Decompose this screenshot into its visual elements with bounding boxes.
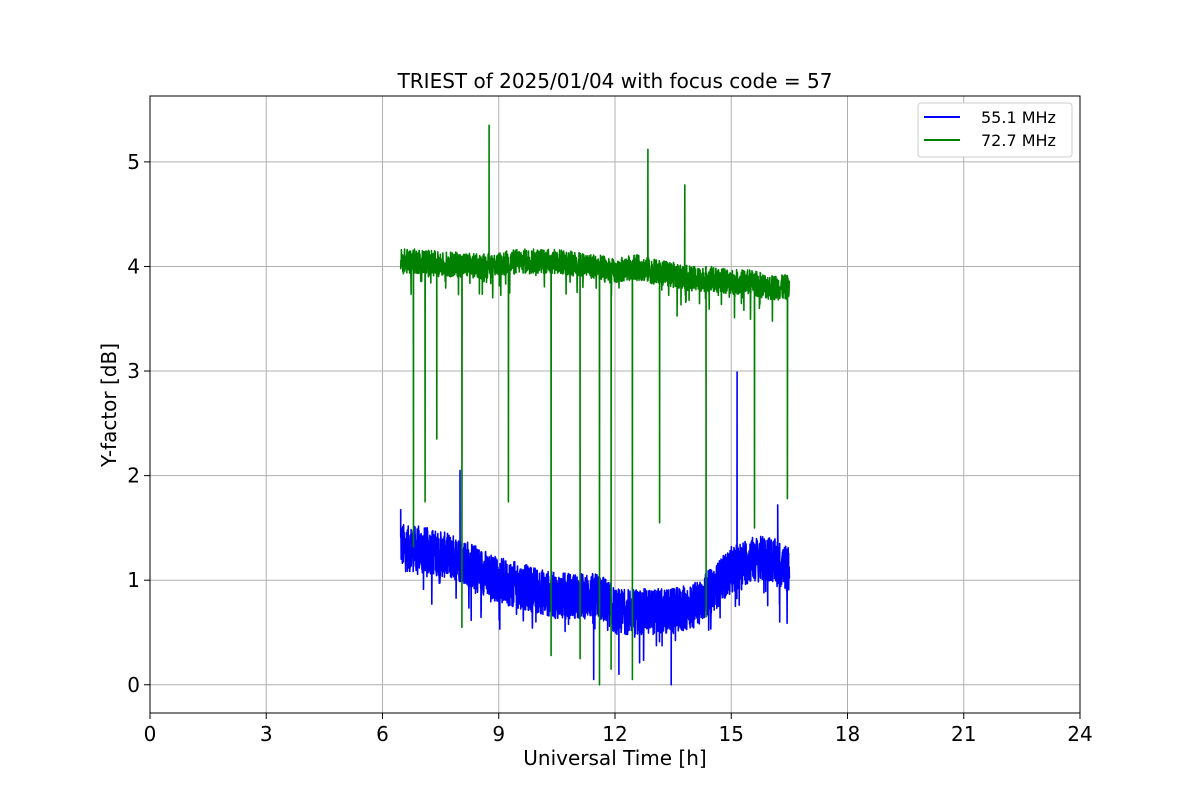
x-tick-label: 6 (376, 722, 389, 746)
x-tick-label: 9 (492, 722, 505, 746)
y-tick-label: 0 (127, 673, 140, 697)
legend-label-series-2: 72.7 MHz (981, 131, 1056, 150)
x-tick-label: 24 (1067, 722, 1092, 746)
y-tick-label: 3 (127, 359, 140, 383)
legend: 55.1 MHz 72.7 MHz (917, 102, 1073, 158)
x-tick-label: 12 (602, 722, 627, 746)
x-axis-label: Universal Time [h] (523, 746, 706, 770)
y-tick-label: 5 (127, 150, 140, 174)
y-tick-label: 4 (127, 254, 140, 278)
legend-label-series-1: 55.1 MHz (981, 108, 1056, 127)
series-line-1 (399, 371, 791, 686)
series-line-2 (399, 124, 791, 686)
x-tick-label: 21 (951, 722, 976, 746)
x-tick-label: 3 (260, 722, 273, 746)
y-axis-label: Y-factor [dB] (97, 343, 121, 468)
y-tick-label: 1 (127, 568, 140, 592)
y-tick-label: 2 (127, 464, 140, 488)
series-layer (399, 124, 791, 686)
chart-title: TRIEST of 2025/01/04 with focus code = 5… (397, 69, 833, 93)
x-tick-label: 15 (719, 722, 744, 746)
x-tick-label: 18 (835, 722, 860, 746)
x-tick-label: 0 (144, 722, 157, 746)
